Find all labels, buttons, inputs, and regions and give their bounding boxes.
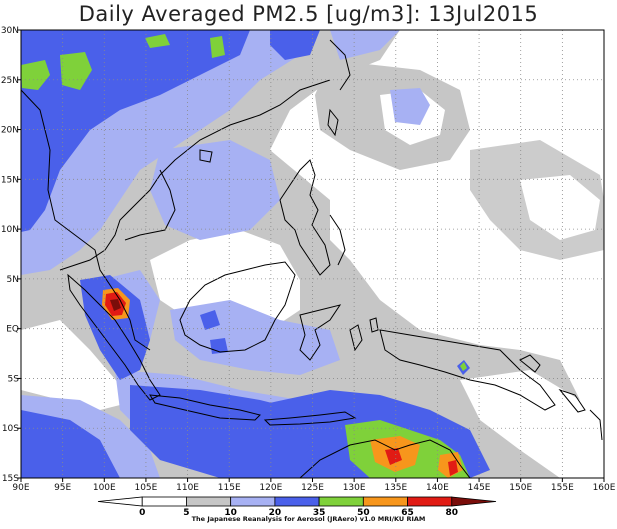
colorbar-label: 50 [357, 508, 370, 518]
lat-tick-label: 10S [2, 424, 19, 434]
map-title: Daily Averaged PM2.5 [ug/m3]: 13Jul2015 [78, 2, 539, 26]
colorbar-segment [274, 496, 320, 507]
lon-tick-label: 115E [218, 483, 241, 493]
lon-tick-label: 130E [343, 483, 366, 493]
lat-tick-label: EQ [6, 325, 19, 335]
lon-tick-label: 90E [12, 483, 29, 493]
lat-tick-label: 15N [1, 175, 19, 185]
lat-tick-label: 20N [1, 126, 19, 136]
lat-tick-label: 5S [8, 374, 20, 384]
lon-tick-label: 140E [426, 483, 449, 493]
lon-tick-label: 145E [468, 483, 491, 493]
colorbar-segment [141, 496, 187, 507]
lat-tick-label: 10N [1, 225, 19, 235]
lon-tick-label: 125E [301, 483, 324, 493]
colorbar-label: 20 [269, 508, 282, 518]
colorbar-segment [451, 496, 497, 507]
colorbar-label: 80 [446, 508, 459, 518]
lon-tick-label: 135E [384, 483, 407, 493]
axis-labels: 90E 95E 100E 105E 110E 115E 120E 125E 130E 135E 14… [1, 26, 616, 493]
lat-tick-label: 5N [7, 275, 19, 285]
colorbar: 0 5 10 20 35 50 65 80 [97, 496, 497, 518]
colorbar-segment [407, 496, 453, 507]
lat-tick-label: 25N [1, 76, 19, 86]
colorbar-label: 65 [401, 508, 414, 518]
colorbar-segment [97, 496, 143, 507]
lon-tick-label: 120E [259, 483, 282, 493]
lon-tick-label: 155E [551, 483, 574, 493]
coastlines [21, 39, 603, 478]
graticule [21, 30, 604, 478]
colorbar-segment [362, 496, 408, 507]
colorbar-segment [230, 496, 276, 507]
colorbar-segment [318, 496, 364, 507]
credit-text: The Japanese Reanalysis for Aerosol (JRA… [191, 515, 426, 523]
lon-tick-label: 95E [54, 483, 71, 493]
lon-tick-label: 160E [593, 483, 616, 493]
lon-tick-label: 105E [134, 483, 157, 493]
colorbar-label: 35 [313, 508, 326, 518]
lon-tick-label: 100E [93, 483, 116, 493]
lat-tick-label: 30N [1, 26, 19, 36]
lon-tick-label: 110E [176, 483, 199, 493]
colorbar-segment [186, 496, 232, 507]
colorbar-label: 10 [224, 508, 237, 518]
colorbar-label: 5 [183, 508, 189, 518]
colorbar-label: 0 [139, 508, 145, 518]
lat-tick-label: 15S [2, 474, 19, 484]
lon-tick-label: 150E [509, 483, 532, 493]
